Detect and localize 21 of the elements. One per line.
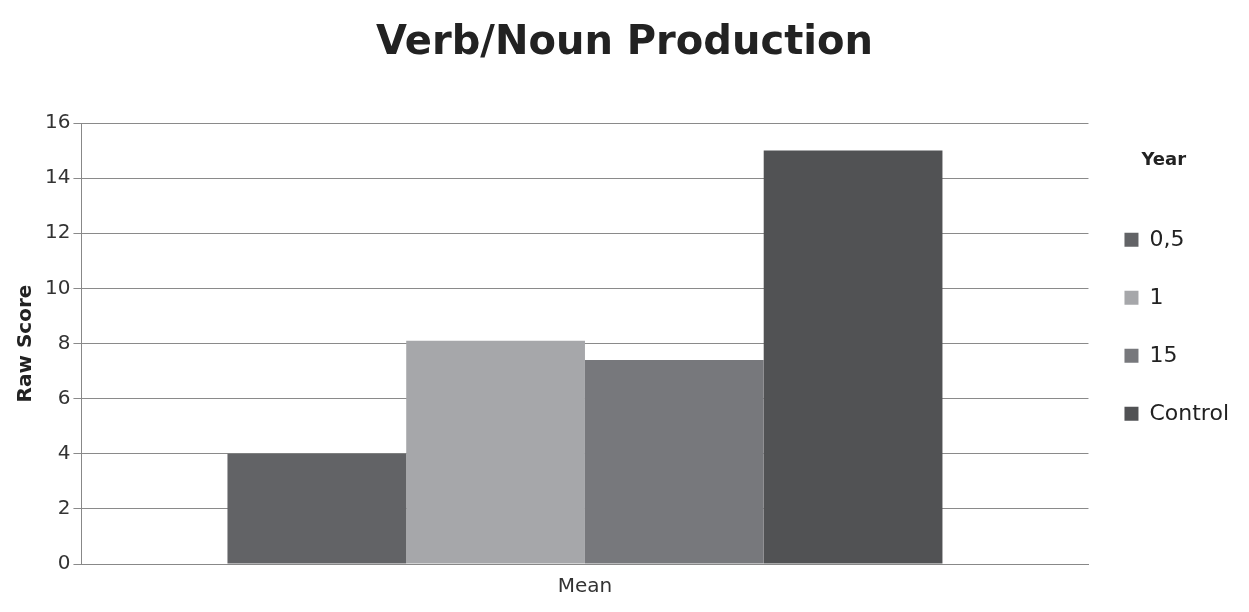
bar xyxy=(584,360,764,564)
y-axis-title: Raw Score xyxy=(12,284,37,403)
y-tick-label: 4 xyxy=(57,439,71,464)
bar xyxy=(406,340,585,564)
y-tick-label: 10 xyxy=(45,274,71,299)
y-tick-label: 2 xyxy=(57,495,71,520)
legend-label: 15 xyxy=(1149,341,1178,367)
y-tick-label: 16 xyxy=(45,109,71,134)
y-tick-label: 12 xyxy=(45,219,71,244)
bar xyxy=(763,150,943,564)
legend-label: 1 xyxy=(1149,283,1164,309)
y-tick-label: 8 xyxy=(57,329,71,354)
x-tick-label: Mean xyxy=(557,573,613,598)
bar xyxy=(227,453,407,564)
legend-label: 0,5 xyxy=(1149,225,1185,251)
y-tick-label: 0 xyxy=(57,550,71,575)
legend-label: Control xyxy=(1149,399,1230,425)
y-tick-label: 14 xyxy=(45,164,71,189)
y-tick-label: 6 xyxy=(57,384,71,409)
chart-title: Verb/Noun Production xyxy=(376,17,873,64)
legend-title: Year xyxy=(1140,147,1187,169)
